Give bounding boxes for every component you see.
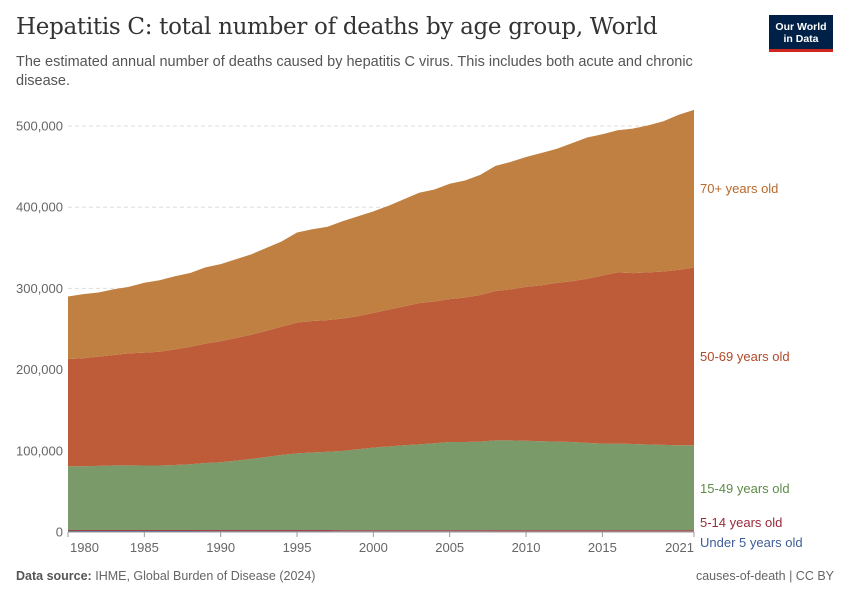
x-tick-label: 2015: [588, 540, 617, 555]
area-70-years-old: [68, 109, 694, 360]
area-15-49-years-old: [68, 440, 694, 531]
y-tick-label: 400,000: [16, 200, 63, 215]
y-tick-label: 0: [56, 525, 63, 540]
x-tick-label: 1995: [283, 540, 312, 555]
x-tick-label: 2021: [665, 540, 694, 555]
x-tick-label: 1990: [206, 540, 235, 555]
chart-subtitle: The estimated annual number of deaths ca…: [16, 54, 693, 89]
source-text[interactable]: IHME, Global Burden of Disease (2024): [95, 569, 316, 583]
series-label: 15-49 years old: [700, 481, 790, 496]
y-tick-label: 300,000: [16, 281, 63, 296]
owid-logo[interactable]: Our World in Data: [769, 15, 833, 52]
y-tick-label: 200,000: [16, 362, 63, 377]
area-50-69-years-old: [68, 267, 694, 467]
series-label: 5-14 years old: [700, 515, 782, 530]
series-label: 70+ years old: [700, 181, 778, 196]
x-tick-label: 1985: [130, 540, 159, 555]
license-text[interactable]: causes-of-death | CC BY: [695, 569, 834, 583]
chart-title: Hepatitis C: total number of deaths by a…: [16, 14, 658, 40]
series-label: 50-69 years old: [700, 349, 790, 364]
x-tick-label: 2010: [512, 540, 541, 555]
data-source: Data source: IHME, Global Burden of Dise…: [16, 569, 315, 583]
y-tick-label: 500,000: [16, 119, 63, 134]
x-tick-label: 2000: [359, 540, 388, 555]
x-tick-label: 2005: [435, 540, 464, 555]
source-label: Data source:: [16, 569, 92, 583]
area-5-14-years-old: [68, 529, 694, 532]
x-tick-label: 1980: [70, 540, 99, 555]
series-label: Under 5 years old: [700, 535, 803, 550]
y-tick-label: 100,000: [16, 443, 63, 458]
